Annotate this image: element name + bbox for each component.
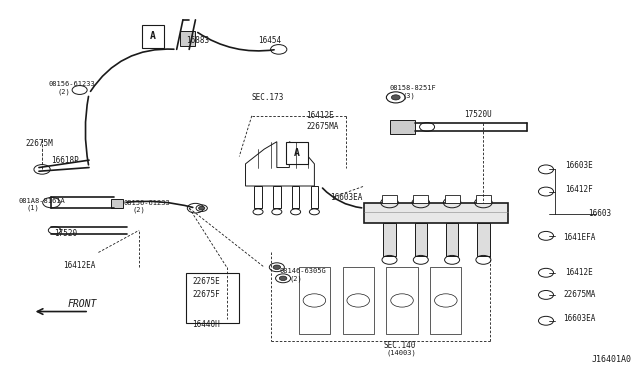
Bar: [142, 25, 164, 48]
Text: 22675F: 22675F: [192, 291, 220, 299]
Circle shape: [392, 95, 400, 100]
Text: 16603E: 16603E: [564, 161, 593, 170]
Bar: [342, 267, 374, 334]
Text: 16412F: 16412F: [564, 185, 593, 194]
Text: A: A: [150, 32, 156, 41]
Bar: [390, 119, 415, 134]
Bar: [387, 267, 418, 334]
Bar: [445, 195, 460, 203]
Circle shape: [279, 276, 287, 280]
Bar: [413, 195, 428, 203]
Text: SEC.140: SEC.140: [383, 341, 415, 350]
Text: (3): (3): [402, 92, 415, 99]
Text: 16618P: 16618P: [51, 155, 79, 165]
Text: 16603EA: 16603EA: [564, 314, 596, 323]
Text: 08156-61233: 08156-61233: [124, 200, 170, 206]
Text: 1641EFA: 1641EFA: [564, 233, 596, 242]
Text: 16412E: 16412E: [307, 111, 334, 121]
Circle shape: [198, 206, 205, 210]
Bar: [477, 223, 490, 256]
Text: 16454: 16454: [258, 36, 281, 45]
Text: 16603EA: 16603EA: [330, 193, 362, 202]
Text: 22675MA: 22675MA: [307, 122, 339, 131]
Text: FRONT: FRONT: [67, 299, 97, 309]
Text: (2): (2): [133, 207, 145, 213]
Text: (1): (1): [26, 205, 39, 211]
Bar: [383, 223, 396, 256]
Text: (14003): (14003): [387, 350, 416, 356]
Text: A: A: [294, 148, 300, 158]
Text: SEC.173: SEC.173: [252, 93, 284, 102]
Bar: [111, 199, 124, 208]
Text: 08158-8251F: 08158-8251F: [390, 85, 436, 91]
Text: (2): (2): [58, 89, 70, 95]
Bar: [292, 186, 300, 208]
Text: 22675MA: 22675MA: [564, 291, 596, 299]
Text: 08156-61233: 08156-61233: [49, 81, 95, 87]
Text: 16603: 16603: [589, 209, 612, 218]
Text: 16412E: 16412E: [564, 268, 593, 277]
Text: 16883: 16883: [186, 36, 209, 45]
Text: 17520U: 17520U: [465, 109, 492, 119]
Bar: [286, 142, 308, 164]
Bar: [476, 195, 491, 203]
Text: 17520: 17520: [54, 230, 77, 238]
Text: 081A8-8161A: 081A8-8161A: [19, 198, 66, 204]
Text: 16412EA: 16412EA: [63, 261, 95, 270]
Text: 16440H: 16440H: [192, 320, 220, 329]
Text: 08146-6305G: 08146-6305G: [280, 268, 326, 274]
Text: (2): (2): [289, 275, 302, 282]
Bar: [415, 223, 427, 256]
Bar: [180, 31, 195, 46]
Bar: [430, 267, 461, 334]
Circle shape: [273, 265, 280, 269]
Bar: [446, 223, 458, 256]
Bar: [299, 267, 330, 334]
Bar: [382, 195, 397, 203]
Bar: [310, 186, 318, 208]
Text: 22675M: 22675M: [25, 139, 53, 148]
Text: J16401A0: J16401A0: [591, 355, 631, 364]
Bar: [186, 273, 239, 323]
Bar: [254, 186, 262, 208]
Bar: [273, 186, 280, 208]
Bar: [364, 203, 508, 223]
Text: 22675E: 22675E: [192, 278, 220, 286]
